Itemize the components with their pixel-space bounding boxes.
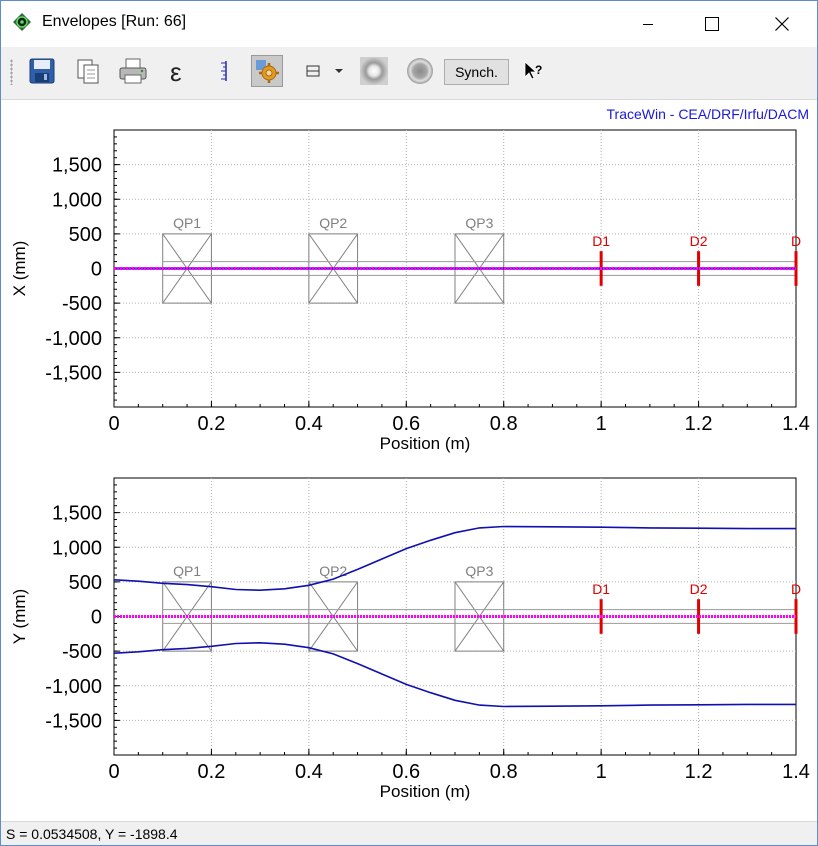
envelope-plots: 0 0.2 0.4 0.6 0.8 1 1.2 1.4 1,500 1,000 500 0 -500 -1…	[10, 129, 810, 801]
maximize-icon	[705, 17, 719, 31]
app-icon	[13, 13, 31, 31]
y-tick-label: -1,000	[45, 328, 102, 350]
x-tick-label: 0.8	[490, 761, 518, 783]
y-tick-label: 500	[69, 572, 102, 594]
quadrupole-label: QP1	[173, 563, 201, 579]
y-tick-label: 1,500	[52, 155, 102, 177]
layout-icon	[306, 65, 320, 77]
toolbar: ε	[1, 47, 817, 100]
x-axis-label: Position (m)	[380, 782, 471, 801]
x-tick-label: 1.4	[782, 761, 810, 783]
minimize-button[interactable]	[625, 1, 671, 47]
close-button[interactable]	[759, 1, 805, 47]
x-tick-label: 1.4	[782, 413, 810, 435]
title-bar[interactable]: Envelopes [Run: 66]	[1, 1, 817, 47]
copy-button[interactable]	[72, 55, 104, 87]
x-tick-label: 1	[596, 413, 607, 435]
layout-dropdown[interactable]	[329, 55, 349, 87]
epsilon-icon: ε	[170, 57, 182, 85]
x-tick-label: 0	[108, 413, 119, 435]
save-icon	[29, 58, 55, 84]
scale-button[interactable]	[207, 55, 239, 87]
diagnostic-label: D2	[690, 581, 708, 597]
window-title: Envelopes [Run: 66]	[42, 13, 187, 30]
x-tick-label: 0.2	[198, 761, 226, 783]
y-tick-label: 1,000	[52, 189, 102, 211]
beam-spot-icon	[360, 57, 388, 85]
y-tick-label: 0	[91, 607, 102, 629]
x-tick-label: 1.2	[685, 413, 713, 435]
settings-icon	[256, 60, 279, 83]
status-bar: S = 0.0534508, Y = -1898.4	[1, 821, 817, 845]
x-tick-label: 0	[108, 761, 119, 783]
y-tick-label: 1,500	[52, 503, 102, 525]
beam-spot-button[interactable]	[358, 55, 390, 87]
x-tick-label: 1.2	[685, 761, 713, 783]
maximize-button[interactable]	[689, 1, 735, 47]
y-tick-label: -1,500	[45, 710, 102, 732]
envelope-series-2	[113, 641, 796, 708]
minimize-icon	[643, 24, 653, 25]
x-tick-label: 1	[596, 761, 607, 783]
credit-label: TraceWin - CEA/DRF/Irfu/DACM	[606, 106, 810, 122]
envelope-series-1	[113, 525, 796, 592]
settings-button[interactable]	[251, 55, 283, 87]
synch-button[interactable]: Synch.	[444, 59, 509, 85]
diagnostic-label: D1	[592, 233, 610, 249]
svg-text:?: ?	[535, 63, 542, 77]
whats-this-icon: ?	[524, 61, 542, 80]
svg-text:ε: ε	[170, 57, 182, 85]
diagnostic-label: D2	[690, 233, 708, 249]
circle-icon	[407, 58, 433, 84]
x-envelope-chart: 0 0.2 0.4 0.6 0.8 1 1.2 1.4 1,500 1,000 500 0 -500 -1…	[10, 129, 810, 453]
y-tick-label: 500	[69, 224, 102, 246]
quadrupole-label: QP2	[319, 215, 347, 231]
close-icon	[775, 17, 789, 31]
status-readout: S = 0.0534508, Y = -1898.4	[6, 826, 178, 842]
diagnostic-label: D	[791, 233, 801, 249]
print-button[interactable]	[117, 55, 149, 87]
print-icon	[119, 58, 147, 84]
y-tick-label: -500	[62, 641, 102, 663]
y-tick-label: -1,000	[45, 676, 102, 698]
y-tick-label: -1,500	[45, 362, 102, 384]
y-tick-label: 0	[91, 259, 102, 281]
whats-this-button[interactable]: ?	[517, 55, 549, 87]
x-tick-label: 0.4	[295, 761, 323, 783]
y-envelope-chart: 0 0.2 0.4 0.6 0.8 1 1.2 1.4 1,500 1,000 500 0 -500 -1…	[10, 477, 810, 801]
quadrupole-label: QP3	[465, 215, 493, 231]
x-tick-label: 0.8	[490, 413, 518, 435]
diagnostic-label: D	[791, 581, 801, 597]
scale-icon	[221, 61, 227, 81]
x-tick-label: 0.2	[198, 413, 226, 435]
y-axis-label: Y (mm)	[10, 589, 29, 644]
quadrupole-diagonal	[454, 581, 505, 652]
save-button[interactable]	[26, 55, 58, 87]
x-axis-label: Position (m)	[380, 434, 471, 453]
x-tick-label: 0.4	[295, 413, 323, 435]
y-axis-label: X (mm)	[10, 241, 29, 297]
diagnostic-label: D1	[592, 581, 610, 597]
dropdown-arrow-icon	[335, 69, 343, 73]
copy-icon	[77, 59, 99, 84]
toolbar-grip[interactable]	[10, 59, 13, 85]
circle-button[interactable]	[404, 55, 436, 87]
y-tick-label: 1,000	[52, 537, 102, 559]
quadrupole-label: QP3	[465, 563, 493, 579]
quadrupole-label: QP1	[173, 215, 201, 231]
x-tick-label: 0.6	[392, 413, 420, 435]
layout-button[interactable]	[297, 55, 329, 87]
y-tick-label: -500	[62, 293, 102, 315]
emittance-button[interactable]: ε	[162, 55, 194, 87]
x-tick-label: 0.6	[392, 761, 420, 783]
quadrupole-label: QP2	[319, 563, 347, 579]
